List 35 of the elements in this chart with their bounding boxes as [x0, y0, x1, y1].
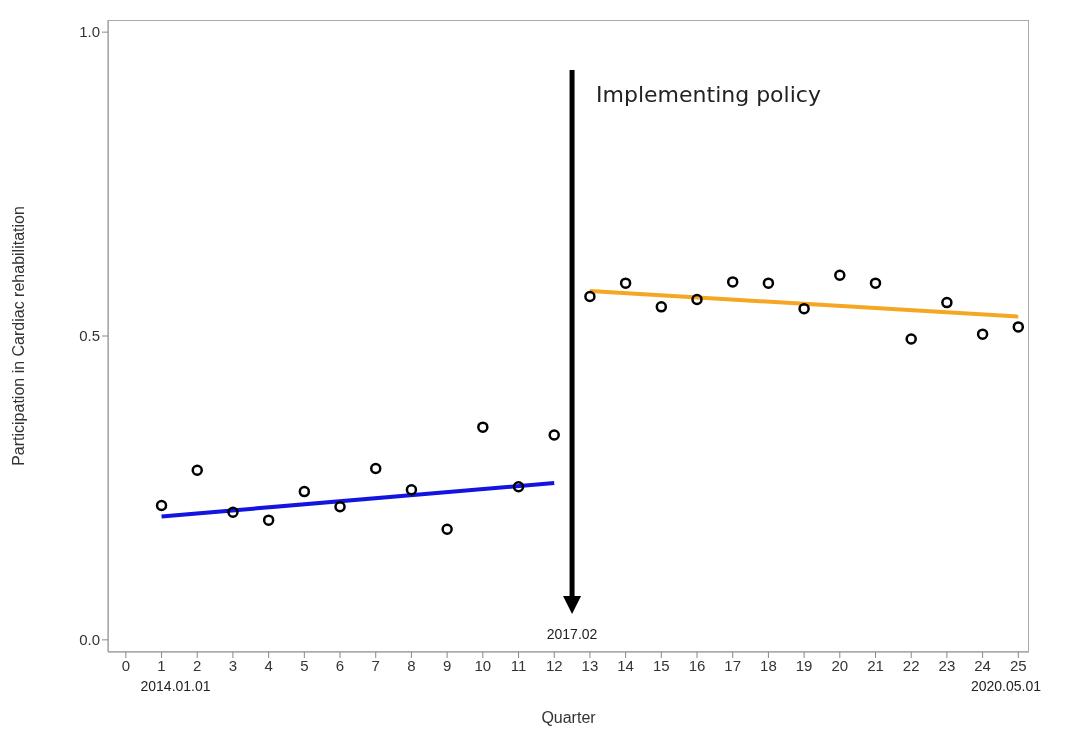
y-tick-label: 0.5: [79, 327, 100, 345]
x-tick-label: 18: [760, 656, 777, 674]
x-tick-label: 15: [652, 656, 670, 674]
x-tick-label: 25: [1009, 656, 1027, 674]
x-tick-label: 9: [442, 656, 452, 674]
x-tick-label: 19: [795, 656, 813, 674]
ref-line-label: Implementing policy: [596, 82, 821, 107]
x-axis-title: Quarter: [541, 709, 597, 726]
x-tick-label: 13: [581, 656, 599, 674]
x-tick-label: 10: [474, 656, 492, 674]
x-tick-label: 6: [335, 656, 345, 674]
y-axis-title: Participation in Cardiac rehabilitation: [9, 206, 27, 466]
x-tick-label: 4: [264, 656, 273, 674]
x-tick-label: 22: [902, 656, 920, 674]
text: 2020.05.01: [970, 678, 1041, 694]
x-tick-label: 14: [617, 656, 634, 674]
y-tick-label: 0.0: [79, 631, 100, 649]
x-tick-label: 3: [228, 656, 238, 674]
y-tick-label: 1.0: [79, 23, 100, 41]
x-tick-label: 17: [724, 656, 742, 674]
x-tick-label: 8: [407, 656, 416, 674]
x-tick-label: 20: [831, 656, 849, 674]
x-tick-label: 11: [510, 656, 527, 674]
x-tick-label: 12: [545, 656, 563, 674]
x-tick-label: 1: [157, 656, 166, 674]
x-tick-label: 0: [121, 656, 131, 674]
text: 2014.01.01: [140, 678, 211, 694]
annotation: 2017.02: [546, 626, 598, 642]
x-tick-label: 24: [974, 656, 991, 674]
x-tick-label: 16: [688, 656, 706, 674]
x-tick-label: 7: [371, 656, 380, 674]
x-tick-label: 23: [938, 656, 956, 674]
x-tick-label: 5: [300, 656, 309, 674]
x-tick-label: 2: [193, 656, 202, 674]
x-tick-label: 21: [867, 656, 884, 674]
